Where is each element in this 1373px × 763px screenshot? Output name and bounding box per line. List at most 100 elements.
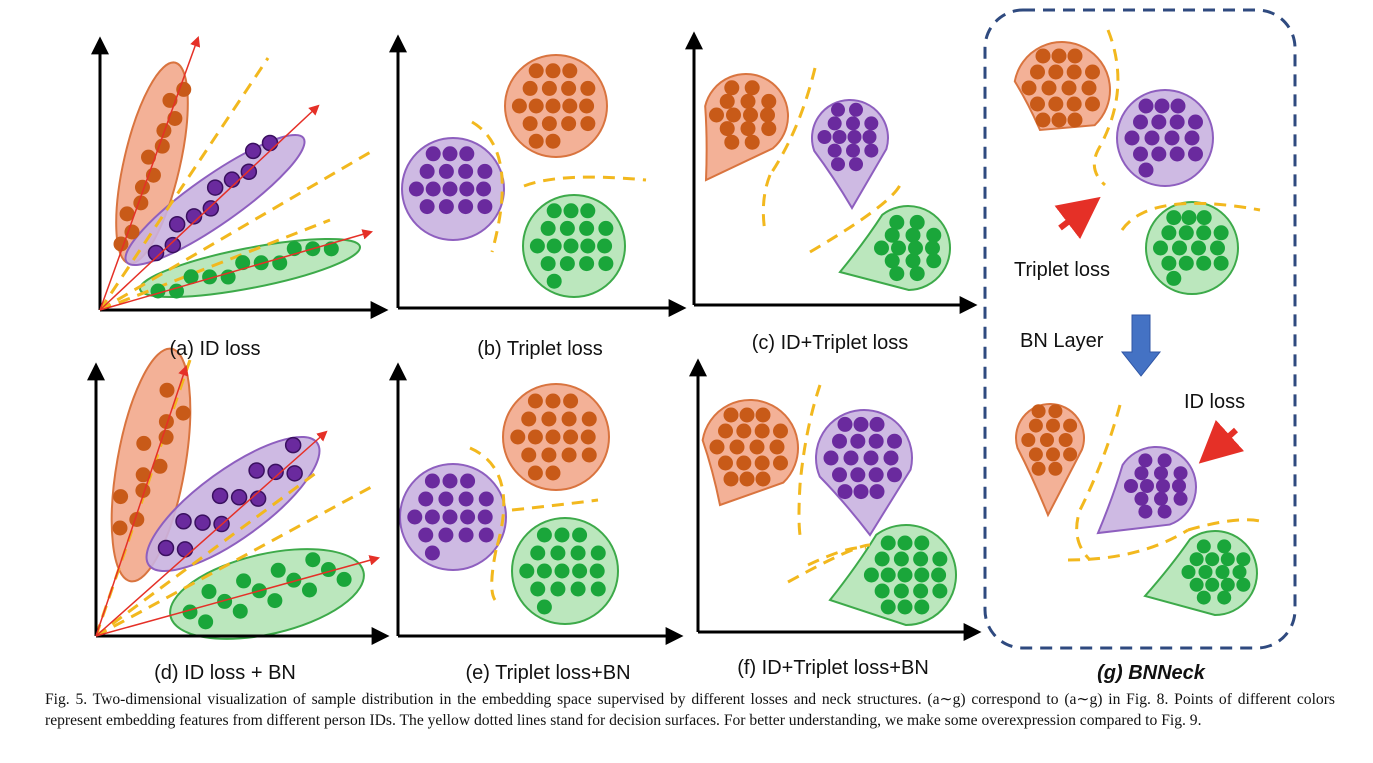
feature-direction-arrow xyxy=(95,430,328,637)
decision-surface xyxy=(797,384,822,536)
green-point xyxy=(198,614,214,630)
green-point xyxy=(891,240,906,256)
green-point xyxy=(874,583,890,599)
green-point xyxy=(932,583,948,599)
orange-point xyxy=(541,80,557,96)
orange-point xyxy=(1063,418,1078,433)
orange-point xyxy=(723,407,739,423)
green-point xyxy=(1191,240,1206,256)
orange-point xyxy=(1030,96,1046,112)
green-point xyxy=(546,203,562,219)
orange-point xyxy=(545,133,561,149)
green-point xyxy=(1172,240,1187,256)
green-point xyxy=(1189,577,1204,592)
panel-b-label: (b) Triplet loss xyxy=(477,338,603,360)
purple-point xyxy=(869,416,885,432)
orange-point xyxy=(521,411,537,427)
orange-point xyxy=(1084,96,1100,112)
purple-point xyxy=(164,236,182,254)
purple-point xyxy=(849,102,863,117)
feature-direction-arrow xyxy=(99,104,320,311)
orange-point xyxy=(755,407,771,423)
green-point xyxy=(1161,225,1177,241)
purple-point xyxy=(1169,114,1185,130)
orange-point xyxy=(744,134,760,150)
orange-point xyxy=(1066,64,1082,80)
orange-point xyxy=(545,98,561,114)
green-point xyxy=(150,283,166,299)
purple-point xyxy=(1138,98,1154,114)
feature-direction-arrow xyxy=(95,555,381,637)
panel-d-label: (d) ID loss + BN xyxy=(154,662,296,684)
green-point xyxy=(270,562,286,578)
purple-point xyxy=(194,514,211,531)
green-point xyxy=(590,545,606,561)
orange-point xyxy=(528,63,544,79)
green-point xyxy=(1181,210,1197,226)
purple-point xyxy=(846,116,860,131)
green-point xyxy=(932,551,948,567)
purple-point xyxy=(185,208,203,225)
purple-point xyxy=(1138,453,1153,468)
purple-point xyxy=(868,467,884,483)
green-point xyxy=(559,220,575,236)
purple-point xyxy=(438,163,454,179)
purple-point xyxy=(1140,479,1154,493)
green-point xyxy=(893,583,909,599)
green-point xyxy=(905,227,921,243)
purple-point xyxy=(1151,114,1167,130)
purple-point xyxy=(1157,453,1172,468)
decision-surface xyxy=(490,549,498,601)
orange-point xyxy=(119,206,135,222)
green-point xyxy=(863,567,879,583)
orange-point xyxy=(135,467,151,483)
purple-point xyxy=(478,491,494,507)
orange-point xyxy=(527,393,543,409)
embedding-points xyxy=(112,48,1251,630)
purple-point xyxy=(1173,491,1188,506)
green-point xyxy=(183,269,199,285)
green-point xyxy=(926,227,942,243)
green-point xyxy=(529,238,545,254)
purple-point xyxy=(438,491,454,507)
orange-point xyxy=(1061,80,1077,96)
orange-point xyxy=(527,429,543,445)
purple-point xyxy=(419,163,435,179)
orange-point xyxy=(176,81,192,97)
purple-point xyxy=(849,157,863,172)
purple-point xyxy=(886,467,902,483)
orange-point xyxy=(563,393,579,409)
orange-point xyxy=(1067,112,1083,128)
green-point xyxy=(926,253,942,269)
orange-point xyxy=(581,447,597,463)
purple-point xyxy=(823,450,839,466)
green-point xyxy=(253,255,269,271)
orange-point xyxy=(545,429,561,445)
green-point xyxy=(1220,577,1235,592)
orange-point xyxy=(1051,48,1067,64)
green-point xyxy=(1181,565,1196,579)
green-point xyxy=(1153,240,1168,256)
purple-point xyxy=(1154,466,1168,481)
purple-point xyxy=(424,545,440,561)
orange-point xyxy=(761,121,777,137)
purple-point xyxy=(459,146,475,162)
green-point xyxy=(874,240,889,256)
green-point xyxy=(286,572,302,588)
green-point xyxy=(305,552,321,568)
purple-point xyxy=(843,450,859,466)
purple-point xyxy=(425,181,441,197)
orange-point xyxy=(158,429,174,445)
decision-surface xyxy=(523,175,647,188)
purple-point xyxy=(831,102,845,117)
purple-point xyxy=(407,509,423,525)
purple-point xyxy=(847,130,862,144)
green-point xyxy=(880,567,896,583)
orange-point xyxy=(744,80,760,96)
orange-point xyxy=(154,138,170,154)
orange-point xyxy=(528,133,544,149)
purple-point xyxy=(1187,114,1203,130)
panel-e-label: (e) Triplet loss+BN xyxy=(465,662,631,684)
purple-point xyxy=(175,512,192,530)
purple-point xyxy=(1154,491,1168,506)
